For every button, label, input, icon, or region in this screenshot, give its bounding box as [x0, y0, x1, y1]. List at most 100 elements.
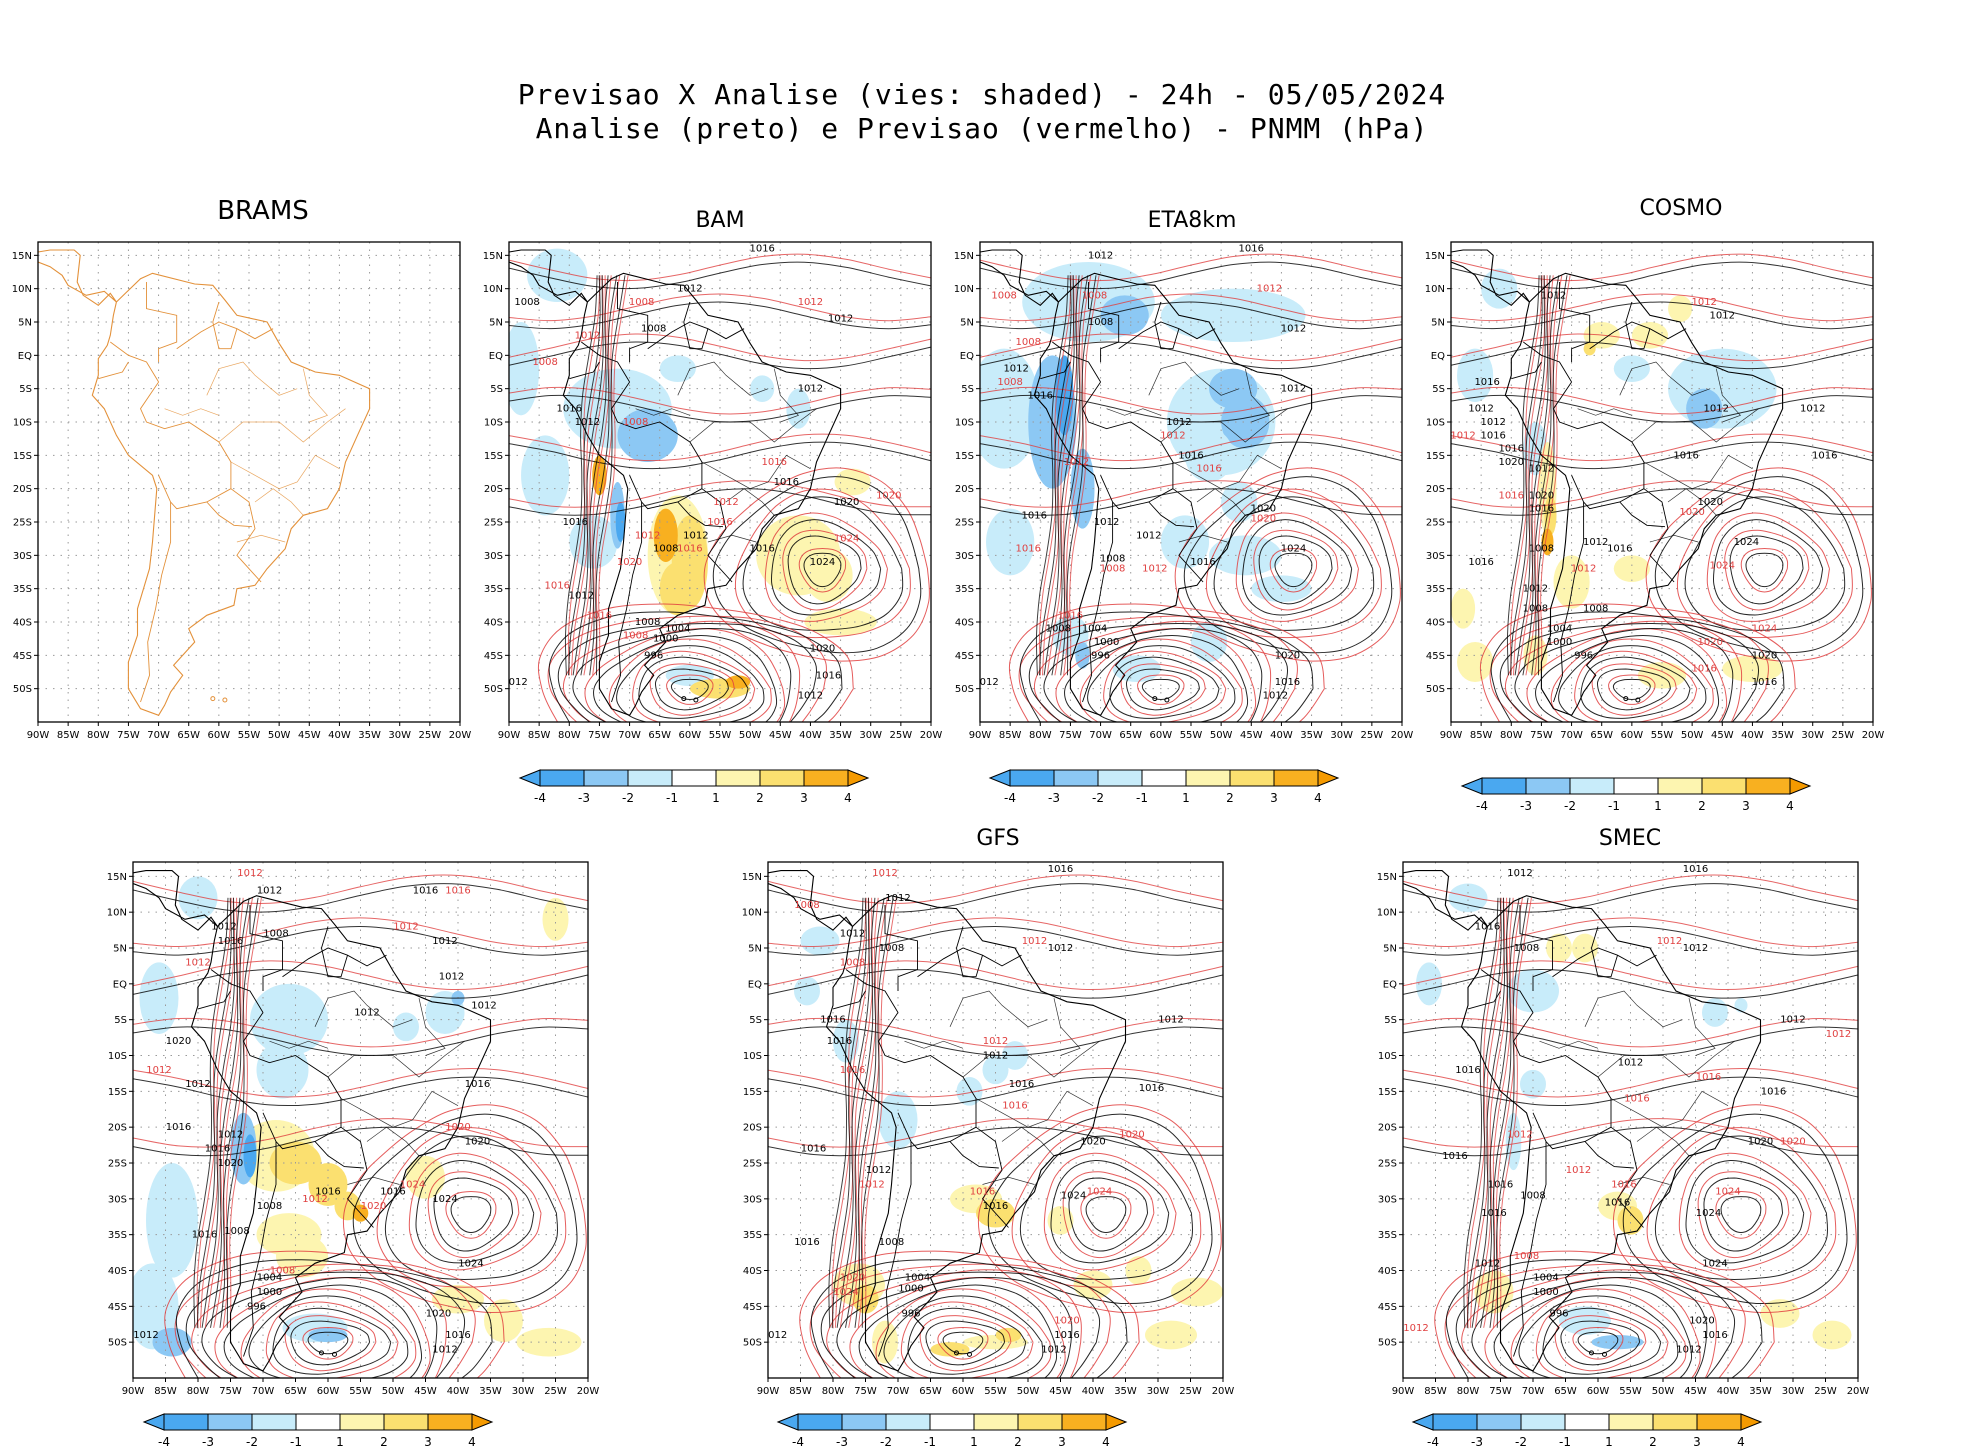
isobar-label: 1016	[1702, 1330, 1727, 1341]
isobar-label: 1008	[623, 417, 648, 428]
lat-label: 50S	[13, 684, 32, 695]
isobar-label: 1020	[1698, 637, 1723, 648]
lon-label: 55W	[1651, 730, 1674, 741]
colorbar-segment	[841, 1413, 887, 1431]
bias-area-negative	[1734, 998, 1748, 1013]
lon-label: 75W	[117, 730, 140, 741]
lat-label: 30S	[1378, 1194, 1397, 1205]
isobar-labels: 1012 101610161008101210121012101210161012…	[1403, 864, 1851, 1355]
isobar-label: 1024	[1696, 1208, 1721, 1219]
colorbar-segment	[1608, 1413, 1654, 1431]
colorbar-segment	[1229, 769, 1275, 787]
isobar-label: 1012	[439, 972, 464, 983]
isobar-label: 1016	[1607, 544, 1632, 555]
bias-area-negative	[178, 876, 218, 920]
isobar-label: 1020	[166, 1036, 191, 1047]
isobar-label: 1016	[1624, 1094, 1649, 1105]
lon-label: 60W	[952, 1386, 975, 1397]
isobar-label: 1008	[1088, 317, 1113, 328]
colorbar-label: 1	[1182, 791, 1190, 805]
lon-label: 85W	[999, 730, 1022, 741]
colorbar-segment	[1701, 777, 1747, 795]
isobar-label: 1012	[1142, 564, 1167, 575]
lat-label: 20S	[1378, 1123, 1397, 1134]
colorbar-label: -1	[290, 1435, 302, 1449]
isobar-label: 1016	[166, 1122, 191, 1133]
isobar-label: 1016	[1239, 244, 1264, 255]
lon-label: 45W	[1049, 1386, 1072, 1397]
lat-label: 45S	[955, 651, 974, 662]
isobar-label: 1020	[1752, 650, 1777, 661]
isobar-label: 1024	[1734, 537, 1759, 548]
isobar-label: 1016	[1009, 1079, 1034, 1090]
lon-label: 80W	[1457, 1386, 1480, 1397]
lon-label: 30W	[388, 730, 411, 741]
isobar-label: 1008	[263, 929, 288, 940]
bias-area-positive	[484, 1299, 523, 1343]
isobar-label: 1024	[833, 1287, 858, 1298]
isobars	[509, 253, 931, 722]
colorbar-label: -3	[202, 1435, 214, 1449]
colorbar-segment	[383, 1413, 429, 1431]
isobar-label: 1012	[575, 330, 600, 341]
colorbar-label: -3	[1471, 1435, 1483, 1449]
isobar-label: 1016	[762, 457, 787, 468]
lat-label: 15S	[743, 1087, 762, 1098]
coastlines	[768, 870, 1127, 1372]
lat-label: 30S	[13, 551, 32, 562]
bias-area-negative	[243, 1134, 257, 1178]
lon-label: 70W	[1089, 730, 1112, 741]
colorbar-segment	[715, 769, 761, 787]
colorbar-label: 2	[1649, 1435, 1657, 1449]
bias-area-negative	[794, 976, 820, 1006]
isobar-label: 1008	[991, 290, 1016, 301]
colorbar-segment	[1053, 769, 1099, 787]
lon-label: 85W	[1470, 730, 1493, 741]
isobar-label: 1004	[1082, 624, 1107, 635]
colorbar-segment	[759, 769, 805, 787]
lon-label: 65W	[648, 730, 671, 741]
colorbar-segment	[295, 1413, 341, 1431]
colorbar-segment	[1017, 1413, 1063, 1431]
isobar-label: 1016	[820, 1015, 845, 1026]
lat-label: 30S	[743, 1194, 762, 1205]
lat-label: 45S	[1378, 1302, 1397, 1313]
lon-label: 80W	[1500, 730, 1523, 741]
lon-label: 80W	[87, 730, 110, 741]
isobar-label: 1012	[1480, 417, 1505, 428]
lat-label: 15N	[954, 251, 974, 262]
lat-label: 40S	[13, 618, 32, 629]
lon-label: 45W	[769, 730, 792, 741]
lon-label: 35W	[1771, 730, 1794, 741]
colorbar-arrow-right	[1740, 1413, 1763, 1431]
lon-label: 35W	[1749, 1386, 1772, 1397]
isobar-label: 1016	[1488, 1180, 1513, 1191]
colorbar-label: 3	[1058, 1435, 1066, 1449]
lon-label: 65W	[284, 1386, 307, 1397]
lat-label: 50S	[108, 1338, 127, 1349]
isobar-label: 1016	[1275, 677, 1300, 688]
isobars	[1403, 874, 1858, 1378]
isobar-label: 996	[901, 1309, 920, 1320]
lat-label: 10N	[1425, 284, 1445, 295]
isobar-label: 1012	[983, 1051, 1008, 1062]
bias-area-negative	[393, 1012, 419, 1042]
axis-labels: 15N 10N 5N EQ 5S 10S 15S 20S 25S 30S 35S 40S 45S 50S 9…	[483, 251, 943, 741]
isobar-label: 1012	[569, 590, 594, 601]
isobar-label: 1016	[205, 1144, 230, 1155]
isobar-label: 1024	[432, 1194, 457, 1205]
lat-label: EQ	[113, 979, 127, 990]
isobar-label: 1016	[1468, 557, 1493, 568]
isobar-label: 1012	[1022, 936, 1047, 947]
lon-label: 25W	[1361, 730, 1384, 741]
lat-label: 50S	[484, 684, 503, 695]
isobar-label: 1012	[635, 530, 660, 541]
isobar-label: 1000	[1094, 637, 1119, 648]
lat-label: 10N	[1377, 908, 1397, 919]
isobar-label: 1012	[828, 314, 853, 325]
colorbar-label: 2	[1226, 791, 1234, 805]
colorbar-segment	[671, 769, 717, 787]
lat-label: EQ	[960, 351, 974, 362]
